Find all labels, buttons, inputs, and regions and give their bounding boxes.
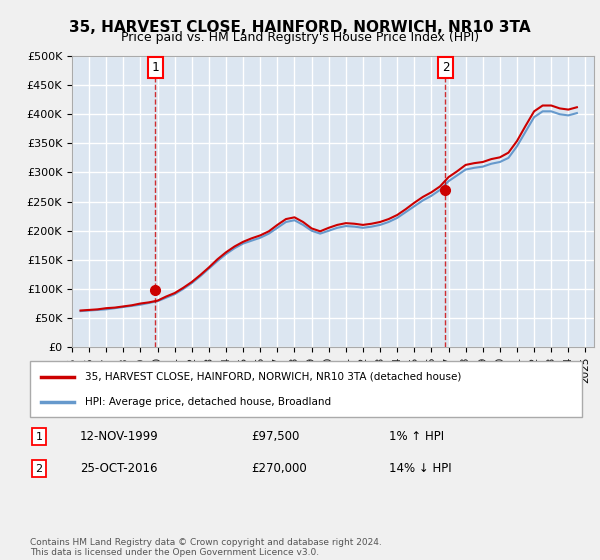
- Text: 35, HARVEST CLOSE, HAINFORD, NORWICH, NR10 3TA: 35, HARVEST CLOSE, HAINFORD, NORWICH, NR…: [69, 20, 531, 35]
- Text: Contains HM Land Registry data © Crown copyright and database right 2024.
This d: Contains HM Land Registry data © Crown c…: [30, 538, 382, 557]
- Text: HPI: Average price, detached house, Broadland: HPI: Average price, detached house, Broa…: [85, 396, 331, 407]
- Text: £97,500: £97,500: [251, 430, 299, 444]
- Text: 2: 2: [35, 464, 43, 474]
- FancyBboxPatch shape: [30, 361, 582, 417]
- Text: 25-OCT-2016: 25-OCT-2016: [80, 462, 157, 475]
- Text: 14% ↓ HPI: 14% ↓ HPI: [389, 462, 451, 475]
- Text: 12-NOV-1999: 12-NOV-1999: [80, 430, 158, 444]
- Text: 2: 2: [442, 61, 449, 74]
- Text: Price paid vs. HM Land Registry's House Price Index (HPI): Price paid vs. HM Land Registry's House …: [121, 31, 479, 44]
- Text: 1: 1: [35, 432, 43, 442]
- Text: 1% ↑ HPI: 1% ↑ HPI: [389, 430, 444, 444]
- Text: £270,000: £270,000: [251, 462, 307, 475]
- Text: 1: 1: [152, 61, 159, 74]
- Text: 35, HARVEST CLOSE, HAINFORD, NORWICH, NR10 3TA (detached house): 35, HARVEST CLOSE, HAINFORD, NORWICH, NR…: [85, 372, 461, 382]
